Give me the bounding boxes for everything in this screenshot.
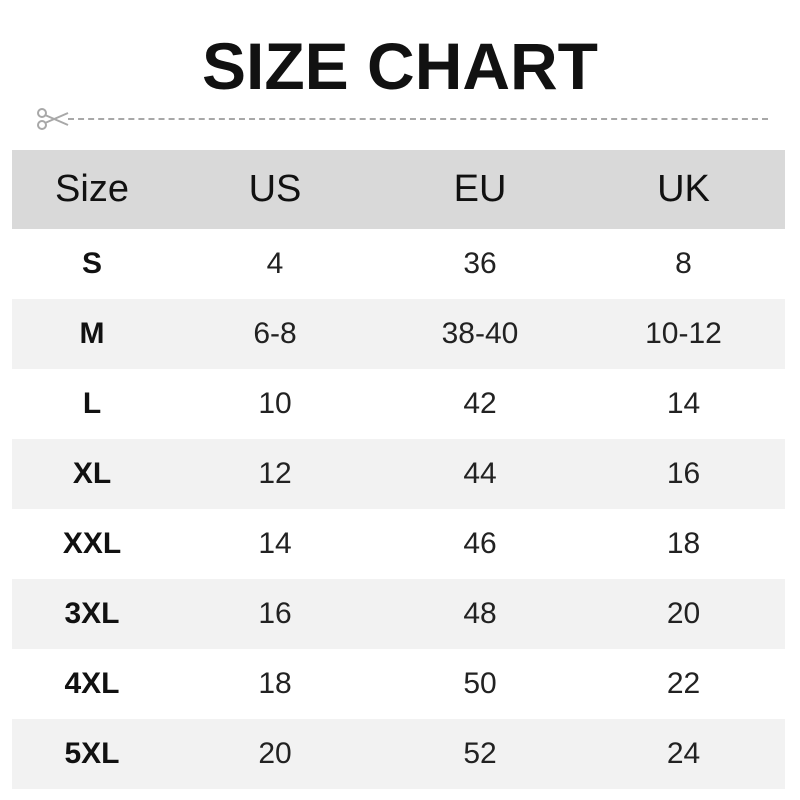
cell-uk: 8 (675, 247, 692, 280)
cell-us: 14 (258, 527, 292, 560)
table-row: 4XL 18 50 22 (12, 649, 785, 719)
cut-line (36, 106, 768, 132)
cell-size: 4XL (64, 667, 120, 700)
cell-us: 18 (258, 667, 292, 700)
page-title: SIZE CHART (202, 29, 598, 103)
cell-uk: 20 (666, 597, 701, 630)
table-row: 5XL 20 52 24 (12, 719, 785, 789)
table-row: M 6-8 38-40 10-12 (12, 299, 785, 369)
cell-us: 20 (258, 737, 292, 770)
cell-uk: 22 (666, 667, 701, 700)
cell-eu: 44 (463, 457, 497, 490)
header-us: US (248, 168, 302, 210)
cell-size: M (79, 317, 105, 350)
cell-eu: 48 (463, 597, 497, 630)
cell-size: S (81, 247, 102, 280)
cell-us: 16 (258, 597, 292, 630)
header-uk: UK (657, 168, 710, 210)
table-row: 3XL 16 48 20 (12, 579, 785, 649)
header-size: Size (55, 168, 129, 210)
cell-uk: 14 (666, 387, 701, 420)
cell-eu: 36 (463, 247, 497, 280)
cell-uk: 18 (666, 527, 701, 560)
table-row: L 10 42 14 (12, 369, 785, 439)
table-row: S 4 36 8 (12, 229, 785, 299)
cell-us: 6-8 (253, 317, 297, 350)
cell-size: XL (72, 457, 112, 490)
header-eu: EU (453, 168, 507, 210)
table-row: XXL 14 46 18 (12, 509, 785, 579)
cell-eu: 46 (463, 527, 497, 560)
cell-size: L (82, 387, 102, 420)
scissors-icon (37, 108, 69, 130)
cell-eu: 50 (463, 667, 497, 700)
table-header: Size US EU UK (12, 150, 785, 229)
size-table: Size US EU UK S 4 36 8 M 6-8 38-40 10-12 L 10 42 14… (12, 150, 785, 789)
cell-size: 3XL (64, 597, 120, 630)
cell-uk: 24 (666, 737, 701, 770)
cell-us: 4 (266, 247, 284, 280)
cell-size: 5XL (64, 737, 120, 770)
cell-us: 10 (258, 387, 292, 420)
cell-us: 12 (258, 457, 292, 490)
cell-size: XXL (62, 527, 122, 560)
cell-uk: 16 (666, 457, 701, 490)
cell-eu: 38-40 (441, 317, 519, 350)
cell-uk: 10-12 (645, 317, 722, 350)
table-row: XL 12 44 16 (12, 439, 785, 509)
dashed-line (68, 118, 768, 120)
cell-eu: 52 (463, 737, 497, 770)
cell-eu: 42 (463, 387, 497, 420)
